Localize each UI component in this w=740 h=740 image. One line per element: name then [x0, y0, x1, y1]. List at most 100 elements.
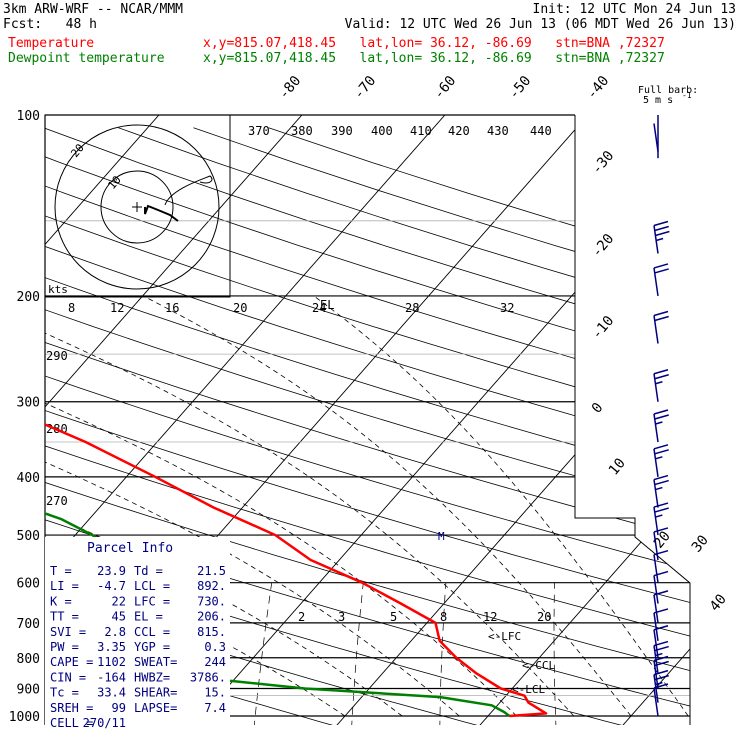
hodograph-unit: kts — [48, 283, 68, 296]
parcel-label: Tc = — [50, 686, 79, 700]
wind-barb — [653, 502, 669, 536]
pressure-label: 100 — [17, 109, 40, 124]
wind-barb — [653, 444, 669, 477]
parcel-value: 3786. — [190, 670, 226, 684]
isotherm-label: 40 — [707, 591, 730, 614]
hodograph-trace — [144, 204, 179, 222]
parcel-title: Parcel Info — [87, 541, 173, 556]
pressure-label: 700 — [17, 617, 40, 632]
dewpoint-profile — [45, 115, 511, 717]
temperature-profile — [45, 115, 548, 718]
isotherm-line — [476, 115, 690, 725]
wind-barb — [653, 640, 669, 674]
dewpoint-legend: Dewpoint temperature — [8, 51, 165, 66]
parcel-label: PW = — [50, 640, 79, 654]
isotherm-label: -10 — [589, 313, 618, 343]
wind-barb — [653, 123, 659, 152]
dry-adiabat-line — [45, 127, 690, 725]
plot-border — [574, 115, 691, 725]
parcel-value: 22 — [112, 594, 126, 608]
parcel-label: CIN = — [50, 670, 86, 684]
theta-label: 380 — [291, 124, 313, 138]
theta-label: 400 — [371, 124, 393, 138]
mixing-ratio-label: 28 — [405, 301, 419, 315]
mixing-ratio-label: 5 — [390, 610, 397, 624]
isotherm-label: -70 — [351, 73, 380, 103]
wind-barb — [653, 549, 669, 583]
parcel-label: HWBZ= — [134, 670, 170, 684]
mixing-ratio-label: 32 — [500, 301, 514, 315]
dry-adiabat-line — [45, 127, 690, 725]
mixing-ratio-line — [553, 582, 557, 725]
parcel-value: 7.4 — [204, 701, 226, 715]
wind-barb — [653, 527, 669, 561]
dry-adiabat-line — [45, 127, 690, 725]
parcel-value: 45 — [112, 610, 126, 624]
pressure-label: 300 — [17, 396, 40, 411]
hodograph-box — [44, 114, 231, 298]
parcel-value: 33.4 — [97, 686, 126, 700]
parcel-label: CCL = — [134, 625, 170, 639]
isotherm-label: -30 — [589, 148, 618, 178]
barb-legend-title: Full barb: — [638, 85, 698, 96]
freezing-level-marker: M — [438, 530, 445, 543]
mixing-ratio-label: 12 — [483, 610, 497, 624]
parcel-value: 892. — [197, 579, 226, 593]
pressure-label: 900 — [17, 682, 40, 697]
mixing-ratio-line — [253, 582, 273, 725]
temperature-location: x,y=815.07,418.45 lat,lon= 36.12, -86.69… — [203, 36, 665, 51]
parcel-value: 0.3 — [204, 640, 226, 654]
wind-barb — [653, 263, 669, 297]
mixing-ratio-label: 8 — [68, 301, 75, 315]
moist-adiabat-line — [45, 295, 517, 717]
dry-adiabat-line — [45, 127, 690, 725]
wind-barb — [653, 474, 669, 508]
wind-barb — [653, 220, 670, 254]
parcel-value: 206. — [197, 610, 226, 624]
pressure-label: 800 — [17, 652, 40, 667]
dry-adiabat-line — [45, 127, 690, 725]
mixing-ratio-label: 8 — [440, 610, 447, 624]
theta-label: 440 — [530, 124, 552, 138]
mixing-ratio-line — [351, 582, 364, 725]
isotherm-line — [0, 102, 28, 729]
isotherm-label: -50 — [506, 73, 535, 103]
parcel-label: SWEAT= — [134, 655, 177, 669]
theta-label: 290 — [46, 349, 68, 363]
level-marker: <-LFC — [488, 630, 521, 643]
parcel-value: 244 — [204, 655, 226, 669]
dry-adiabat-line — [45, 127, 491, 725]
hodograph-trace — [164, 175, 213, 206]
wind-barb — [653, 369, 669, 402]
mixing-ratio-line — [439, 582, 447, 725]
init-time: Init: 12 UTC Mon 24 Jun 13 — [532, 2, 737, 17]
parcel-value: 1102 — [97, 655, 126, 669]
mixing-ratio-label: 20 — [233, 301, 247, 315]
dewpoint-location: x,y=815.07,418.45 lat,lon= 36.12, -86.69… — [203, 51, 665, 66]
wind-barb — [653, 310, 669, 344]
wind-barb — [653, 669, 669, 703]
theta-label: 370 — [248, 124, 270, 138]
isotherm-line — [45, 115, 171, 725]
parcel-label: LFC = — [134, 594, 170, 608]
isotherm-line — [45, 115, 457, 725]
parcel-value: 21.5 — [197, 564, 226, 578]
parcel-value: 99 — [112, 701, 126, 715]
level-marker: <-LCL — [512, 683, 545, 696]
mixing-ratio-label: 24 — [312, 301, 326, 315]
theta-label: 390 — [331, 124, 353, 138]
pressure-label: 400 — [17, 471, 40, 486]
el-marker: EL — [320, 298, 334, 312]
level-marker: <-CCL — [522, 659, 555, 672]
wind-barb — [653, 590, 669, 624]
moist-adiabat-line — [45, 295, 460, 717]
parcel-value: -4.7 — [97, 579, 126, 593]
wind-barb — [653, 625, 669, 658]
mixing-ratio-label: 12 — [110, 301, 124, 315]
hodograph-ring — [54, 124, 220, 290]
parcel-label: T = — [50, 564, 72, 578]
parcel-box — [45, 537, 230, 725]
parcel-label: SVI = — [50, 625, 86, 639]
dry-adiabat-line — [45, 127, 690, 725]
parcel-label: YGP = — [134, 640, 170, 654]
